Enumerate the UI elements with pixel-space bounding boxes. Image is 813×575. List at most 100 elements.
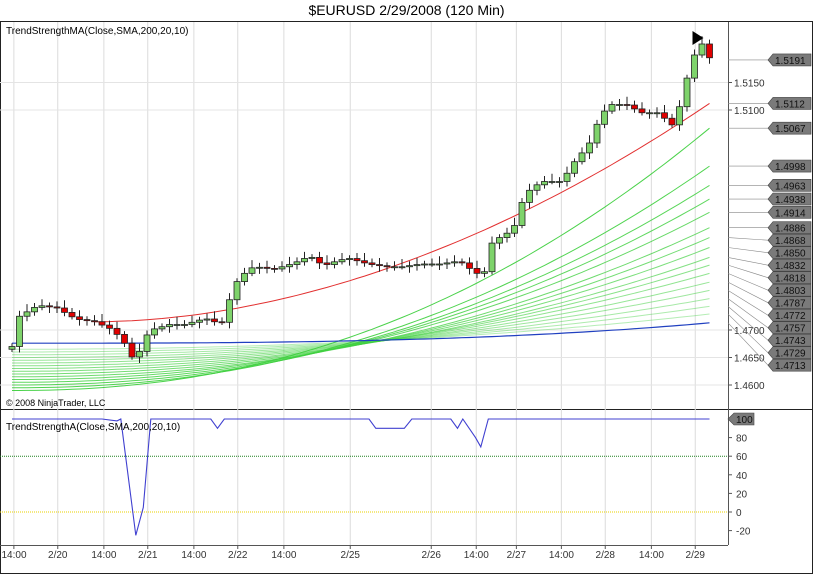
price-marker-label: 1.4868: [775, 236, 806, 247]
price-marker-tag: [767, 258, 812, 272]
upper-indicator-label: TrendStrengthMA(Close,SMA,200,20,10): [6, 26, 189, 37]
price-marker-tag: [767, 333, 812, 347]
candle-body: [601, 110, 608, 125]
candle-body: [518, 201, 526, 226]
candle-body: [361, 260, 368, 264]
candle-body: [31, 307, 38, 313]
price-tick-label: 1.5100: [734, 106, 765, 117]
candle-body: [631, 104, 638, 110]
price-tick-label: 1.4650: [734, 354, 765, 365]
price-marker-tag: [767, 233, 812, 247]
candle-body: [556, 181, 563, 183]
candle: [706, 39, 713, 64]
candle: [196, 316, 203, 329]
price-marker-leader: [727, 257, 769, 266]
candle-body: [616, 104, 623, 106]
price-marker-tag: [767, 206, 812, 219]
ma-band-line: [12, 289, 710, 358]
price-marker-label: 1.4886: [775, 224, 806, 235]
candle: [38, 299, 46, 311]
strength-tick-label: 20: [736, 489, 748, 500]
candle: [338, 253, 346, 265]
x-tick-label: 14:00: [91, 550, 116, 561]
price-marker: 1.4850: [727, 246, 812, 260]
strength-tick-label: 40: [736, 471, 748, 482]
candle-body: [413, 264, 421, 267]
x-tick-label: 14:00: [181, 550, 206, 561]
candle-body: [533, 184, 541, 191]
price-marker-leader: [727, 306, 769, 341]
candle: [428, 258, 436, 267]
candle: [143, 330, 151, 357]
x-tick-label: 2/22: [228, 550, 248, 561]
candle-body: [653, 112, 661, 115]
candle: [646, 109, 653, 119]
price-marker-tag: [767, 283, 812, 297]
candle: [473, 260, 481, 279]
ma-band-line: [12, 165, 710, 389]
candle: [16, 310, 23, 353]
price-marker-label: 1.4757: [775, 324, 806, 335]
candle: [218, 317, 226, 326]
candle-body: [676, 106, 683, 126]
candle: [391, 261, 398, 271]
price-marker-label: 1.4818: [775, 274, 806, 285]
candle-body: [91, 320, 98, 323]
candle: [233, 278, 241, 305]
candle: [158, 323, 166, 332]
candle-body: [571, 161, 578, 174]
candle: [368, 258, 376, 268]
candle: [413, 257, 421, 271]
price-marker-label: 1.4938: [775, 195, 806, 206]
x-tick-label: 14:00: [549, 550, 574, 561]
candle: [548, 173, 556, 185]
candle-body: [428, 263, 436, 266]
candle-body: [683, 77, 691, 108]
candle-body: [203, 318, 211, 321]
candle: [323, 255, 331, 270]
price-marker-label: 1.5067: [775, 124, 806, 135]
price-marker: 1.4818: [727, 264, 812, 285]
candle-body: [698, 43, 706, 56]
candle: [533, 181, 541, 196]
strength-marker: 100: [727, 412, 755, 426]
price-marker-tag: [767, 179, 812, 192]
price-marker: 1.4772: [727, 290, 812, 322]
price-marker-label: 1.5191: [775, 56, 806, 67]
candle: [691, 49, 698, 82]
candle-body: [241, 272, 248, 283]
trend-strength-line: [12, 417, 710, 536]
price-marker: 1.4729: [727, 313, 812, 360]
candle-body: [233, 281, 241, 301]
candle: [436, 256, 443, 271]
price-marker-leader: [727, 322, 769, 366]
price-marker-tag: [767, 97, 812, 110]
price-marker: 1.4963: [728, 179, 812, 192]
candle-body: [256, 266, 263, 269]
price-marker-leader: [727, 298, 769, 328]
candle: [181, 320, 188, 329]
candle: [698, 36, 706, 58]
candle-body: [346, 258, 353, 261]
price-marker: 1.4832: [727, 257, 812, 272]
candle: [376, 257, 383, 272]
candle: [241, 267, 248, 286]
candle-body: [541, 181, 548, 186]
price-marker-label: 1.4729: [775, 349, 806, 360]
candle-body: [421, 263, 428, 266]
price-marker-label: 1.4713: [775, 361, 806, 372]
candle: [503, 227, 511, 243]
price-tick-label: 1.4700: [734, 326, 765, 337]
ma-band-line: [12, 298, 710, 356]
price-marker: 1.5112: [728, 97, 812, 110]
candle: [113, 321, 121, 340]
strength-tick-label: 0: [736, 508, 742, 519]
candle: [541, 176, 548, 189]
price-marker-tag: [767, 346, 812, 359]
candle-body: [218, 321, 226, 324]
candle-body: [353, 258, 361, 262]
candle-body: [286, 264, 293, 268]
candle-body: [661, 112, 668, 119]
